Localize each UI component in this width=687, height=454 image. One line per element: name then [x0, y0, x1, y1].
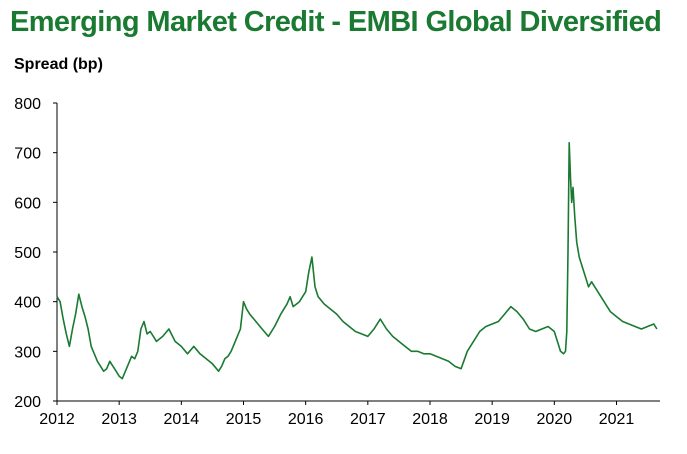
x-tick-label: 2018: [412, 411, 448, 428]
x-tick-label: 2012: [39, 411, 75, 428]
y-tick-label: 500: [14, 245, 41, 262]
y-tick-label: 400: [14, 295, 41, 312]
x-tick-label: 2021: [599, 411, 635, 428]
x-tick-label: 2020: [537, 411, 573, 428]
y-tick-label: 200: [14, 394, 41, 411]
y-tick-label: 300: [14, 344, 41, 361]
y-tick-label: 800: [14, 96, 41, 113]
spread-series-line: [56, 141, 658, 380]
x-tick-label: 2013: [101, 411, 137, 428]
y-tick-label: 700: [14, 146, 41, 163]
y-axis-ticks: 200 300 400 500 600 700 800: [14, 96, 57, 411]
y-tick-label: 600: [14, 195, 41, 212]
x-tick-label: 2016: [288, 411, 324, 428]
x-tick-label: 2017: [350, 411, 386, 428]
x-tick-label: 2014: [164, 411, 200, 428]
chart-subtitle: Spread (bp): [14, 56, 103, 73]
x-tick-label: 2015: [226, 411, 262, 428]
x-tick-label: 2019: [474, 411, 510, 428]
chart-title: Emerging Market Credit - EMBI Global Div…: [10, 6, 662, 38]
x-axis-ticks: 2012 2013 2014 2015 2016 2017 2018 2019 2020 2021: [39, 401, 634, 428]
